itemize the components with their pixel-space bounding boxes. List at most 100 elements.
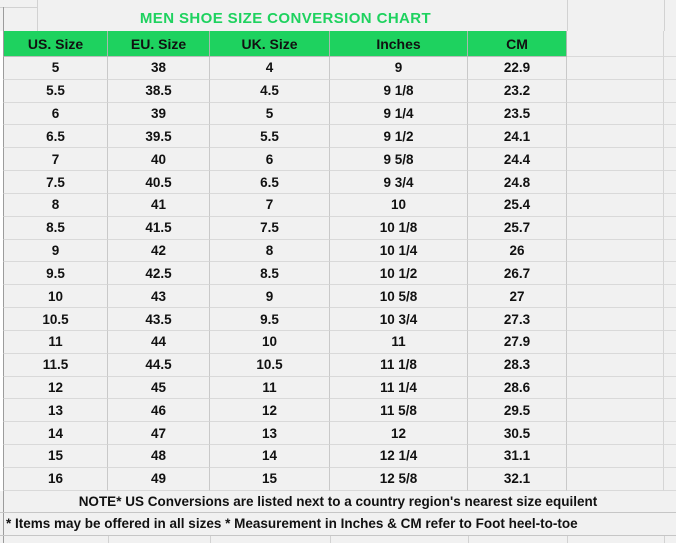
table-cell-inches[interactable]: 9: [330, 57, 468, 80]
table-cell-cm[interactable]: 23.2: [468, 79, 567, 103]
column-header-cm[interactable]: CM: [468, 31, 567, 57]
table-cell-inches[interactable]: 10 1/8: [330, 216, 468, 240]
empty-cell[interactable]: [567, 171, 664, 194]
table-cell-eu-size[interactable]: 43.5: [108, 308, 210, 331]
table-cell-eu-size[interactable]: 41: [108, 193, 210, 217]
table-cell-uk-size[interactable]: 15: [210, 467, 330, 491]
table-cell-cm[interactable]: 25.7: [468, 216, 567, 240]
empty-cell[interactable]: [567, 125, 664, 149]
table-cell-inches[interactable]: 11: [330, 330, 468, 354]
table-cell-uk-size[interactable]: 6.5: [210, 171, 330, 194]
table-cell-cm[interactable]: 27.9: [468, 330, 567, 354]
table-cell-eu-size[interactable]: 44: [108, 330, 210, 354]
empty-cell[interactable]: [567, 262, 664, 286]
empty-cell[interactable]: [567, 57, 664, 80]
table-cell-us-size[interactable]: 9.5: [3, 262, 108, 286]
table-cell-inches[interactable]: 10 1/4: [330, 239, 468, 263]
table-cell-inches[interactable]: 10 5/8: [330, 285, 468, 309]
table-cell-eu-size[interactable]: 39.5: [108, 125, 210, 149]
table-cell-us-size[interactable]: 11.5: [3, 353, 108, 377]
empty-cell[interactable]: [567, 193, 664, 217]
table-cell-eu-size[interactable]: 42: [108, 239, 210, 263]
table-cell-us-size[interactable]: 9: [3, 239, 108, 263]
table-cell-us-size[interactable]: 11: [3, 330, 108, 354]
table-cell-eu-size[interactable]: 42.5: [108, 262, 210, 286]
table-cell-us-size[interactable]: 5.5: [3, 79, 108, 103]
table-cell-cm[interactable]: 30.5: [468, 422, 567, 446]
table-cell-us-size[interactable]: 14: [3, 422, 108, 446]
column-header-uk-size[interactable]: UK. Size: [210, 31, 330, 57]
table-cell-eu-size[interactable]: 48: [108, 445, 210, 468]
table-cell-uk-size[interactable]: 7.5: [210, 216, 330, 240]
table-cell-cm[interactable]: 29.5: [468, 399, 567, 423]
table-cell-cm[interactable]: 25.4: [468, 193, 567, 217]
empty-cell[interactable]: [567, 31, 664, 57]
table-cell-uk-size[interactable]: 14: [210, 445, 330, 468]
table-cell-us-size[interactable]: 10.5: [3, 308, 108, 331]
empty-cell[interactable]: [567, 399, 664, 423]
table-cell-uk-size[interactable]: 4: [210, 57, 330, 80]
table-cell-uk-size[interactable]: 13: [210, 422, 330, 446]
table-cell-us-size[interactable]: 15: [3, 445, 108, 468]
empty-cell[interactable]: [567, 445, 664, 468]
table-cell-uk-size[interactable]: 8.5: [210, 262, 330, 286]
table-cell-eu-size[interactable]: 43: [108, 285, 210, 309]
table-cell-cm[interactable]: 28.6: [468, 376, 567, 400]
table-cell-uk-size[interactable]: 12: [210, 399, 330, 423]
table-cell-inches[interactable]: 11 5/8: [330, 399, 468, 423]
table-cell-uk-size[interactable]: 5.5: [210, 125, 330, 149]
table-cell-cm[interactable]: 24.4: [468, 148, 567, 172]
table-cell-uk-size[interactable]: 7: [210, 193, 330, 217]
table-cell-eu-size[interactable]: 46: [108, 399, 210, 423]
table-cell-us-size[interactable]: 7: [3, 148, 108, 172]
table-cell-cm[interactable]: 22.9: [468, 57, 567, 80]
table-cell-eu-size[interactable]: 39: [108, 102, 210, 126]
table-cell-uk-size[interactable]: 11: [210, 376, 330, 400]
table-cell-inches[interactable]: 9 1/4: [330, 102, 468, 126]
empty-cell[interactable]: [567, 467, 664, 491]
table-cell-eu-size[interactable]: 38: [108, 57, 210, 80]
table-cell-cm[interactable]: 24.1: [468, 125, 567, 149]
table-cell-cm[interactable]: 31.1: [468, 445, 567, 468]
table-cell-uk-size[interactable]: 8: [210, 239, 330, 263]
table-cell-inches[interactable]: 9 1/8: [330, 79, 468, 103]
table-cell-eu-size[interactable]: 45: [108, 376, 210, 400]
table-cell-eu-size[interactable]: 40.5: [108, 171, 210, 194]
table-cell-us-size[interactable]: 12: [3, 376, 108, 400]
table-cell-eu-size[interactable]: 40: [108, 148, 210, 172]
table-cell-us-size[interactable]: 13: [3, 399, 108, 423]
table-cell-inches[interactable]: 9 1/2: [330, 125, 468, 149]
table-cell-us-size[interactable]: 10: [3, 285, 108, 309]
table-cell-inches[interactable]: 12: [330, 422, 468, 446]
empty-cell[interactable]: [567, 239, 664, 263]
table-cell-cm[interactable]: 26.7: [468, 262, 567, 286]
table-cell-uk-size[interactable]: 10: [210, 330, 330, 354]
column-header-eu-size[interactable]: EU. Size: [108, 31, 210, 57]
table-cell-us-size[interactable]: 16: [3, 467, 108, 491]
table-cell-cm[interactable]: 32.1: [468, 467, 567, 491]
table-cell-eu-size[interactable]: 44.5: [108, 353, 210, 377]
empty-cell[interactable]: [567, 376, 664, 400]
table-cell-uk-size[interactable]: 9: [210, 285, 330, 309]
table-cell-cm[interactable]: 28.3: [468, 353, 567, 377]
table-cell-cm[interactable]: 24.8: [468, 171, 567, 194]
empty-cell[interactable]: [567, 308, 664, 331]
table-cell-eu-size[interactable]: 41.5: [108, 216, 210, 240]
table-cell-inches[interactable]: 10 1/2: [330, 262, 468, 286]
table-cell-uk-size[interactable]: 9.5: [210, 308, 330, 331]
table-cell-uk-size[interactable]: 5: [210, 102, 330, 126]
table-cell-uk-size[interactable]: 4.5: [210, 79, 330, 103]
table-cell-eu-size[interactable]: 47: [108, 422, 210, 446]
table-cell-inches[interactable]: 12 5/8: [330, 467, 468, 491]
table-cell-uk-size[interactable]: 6: [210, 148, 330, 172]
table-cell-cm[interactable]: 26: [468, 239, 567, 263]
table-cell-cm[interactable]: 23.5: [468, 102, 567, 126]
empty-cell[interactable]: [567, 353, 664, 377]
table-cell-us-size[interactable]: 6: [3, 102, 108, 126]
table-cell-inches[interactable]: 11 1/4: [330, 376, 468, 400]
table-cell-inches[interactable]: 9 5/8: [330, 148, 468, 172]
table-cell-eu-size[interactable]: 38.5: [108, 79, 210, 103]
column-header-us-size[interactable]: US. Size: [3, 31, 108, 57]
table-cell-inches[interactable]: 11 1/8: [330, 353, 468, 377]
empty-cell[interactable]: [567, 79, 664, 103]
